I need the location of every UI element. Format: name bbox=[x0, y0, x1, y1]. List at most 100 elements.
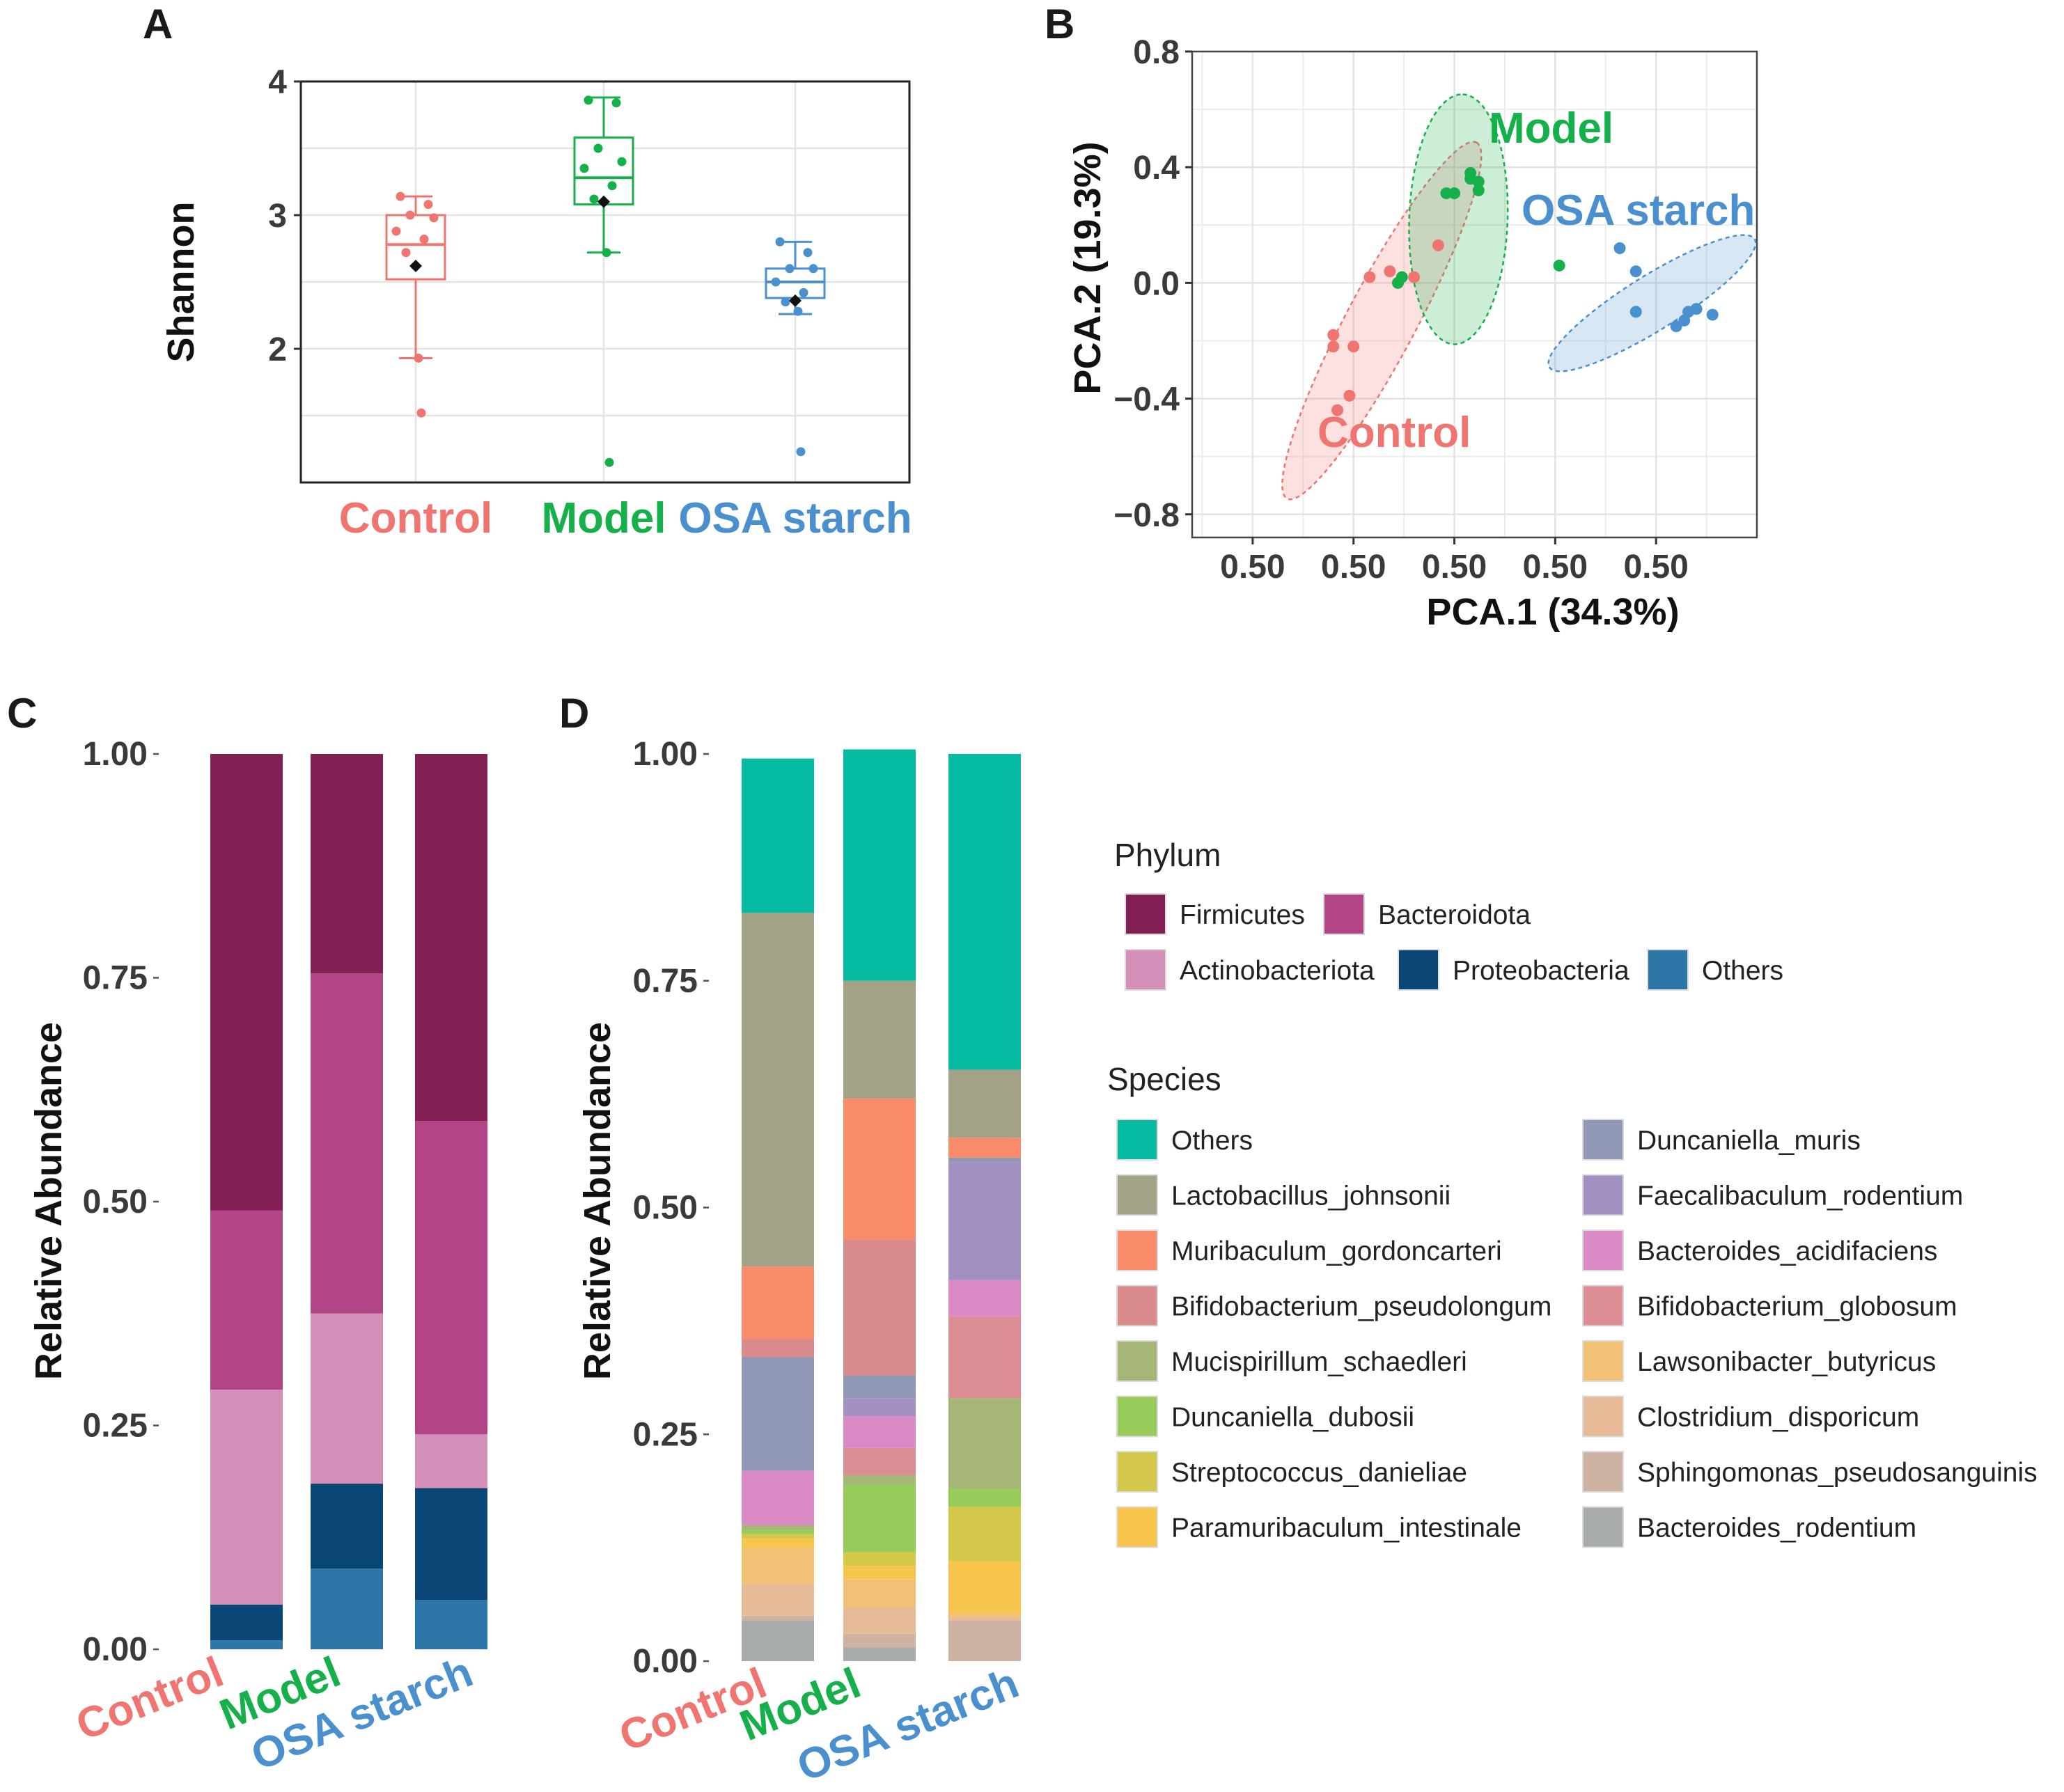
plot-frame bbox=[299, 80, 911, 484]
legend-item-paramuribaculum-intestinale: Paramuribaculum_intestinale bbox=[1116, 1506, 1522, 1548]
segment-proteobacteria bbox=[210, 1604, 283, 1641]
segment-lawsonibacter-butyricus bbox=[843, 1579, 916, 1607]
legend-swatch bbox=[1116, 1451, 1158, 1493]
panel-a: A 2 3 4 Shannon Control Model OSA starch bbox=[143, 1, 912, 542]
point-model bbox=[1440, 187, 1453, 200]
phylum-legend: Phylum Firmicutes BacteroidotaActinobacter… bbox=[1114, 837, 1783, 991]
point-osa-starch bbox=[1629, 306, 1642, 318]
segment-bacteroides-rodentium bbox=[742, 1620, 814, 1661]
segment-sphingomonas-pseudosanguinis bbox=[948, 1620, 1021, 1661]
segment-clostridium-disporicum bbox=[948, 1617, 1021, 1621]
legend-swatch bbox=[1582, 1284, 1624, 1327]
legend-item-bifidobacterium-pseudolongum: Bifidobacterium_pseudolongum bbox=[1116, 1284, 1551, 1327]
bar-control bbox=[210, 754, 283, 1649]
legend-label: Faecalibaculum_rodentium bbox=[1637, 1181, 1963, 1211]
data-point bbox=[803, 248, 813, 258]
legend-label: Proteobacteria bbox=[1453, 956, 1629, 986]
point-model bbox=[1464, 173, 1477, 185]
segment-duncaniella-muris bbox=[843, 1375, 916, 1399]
legend-swatch bbox=[1116, 1119, 1158, 1161]
segment-paramuribaculum-intestinale bbox=[948, 1561, 1021, 1613]
legend-label: Bacteroidota bbox=[1378, 900, 1531, 930]
legend-label: Sphingomonas_pseudosanguinis bbox=[1637, 1458, 2038, 1488]
panel-letter-a: A bbox=[143, 1, 173, 47]
segment-duncaniella-dubosii bbox=[843, 1484, 916, 1553]
segment-others bbox=[415, 1600, 487, 1649]
segment-faecalibaculum-rodentium bbox=[843, 1398, 916, 1417]
segment-bifidobacterium-pseudolongum bbox=[742, 1339, 814, 1358]
x-tick-label: 0.50 bbox=[1422, 549, 1487, 585]
segment-others bbox=[742, 758, 814, 913]
segment-paramuribaculum-intestinale bbox=[843, 1566, 916, 1580]
segment-duncaniella-muris bbox=[742, 1357, 814, 1471]
data-point bbox=[416, 408, 426, 418]
legend-label: Bacteroides_acidifaciens bbox=[1637, 1236, 1937, 1266]
point-control bbox=[1432, 239, 1444, 251]
bar-model bbox=[843, 749, 916, 1661]
legend-swatch bbox=[1647, 949, 1689, 991]
legend-label: Firmicutes bbox=[1180, 900, 1305, 930]
y-tick-label: 3 bbox=[268, 198, 287, 235]
x-tick-label: 0.50 bbox=[1220, 549, 1285, 585]
y-tick-label: −0.8 bbox=[1113, 497, 1180, 534]
data-point bbox=[604, 457, 614, 467]
segment-streptococcus-danieliae bbox=[843, 1552, 916, 1566]
segment-lawsonibacter-butyricus bbox=[948, 1612, 1021, 1618]
legend-swatch bbox=[1116, 1340, 1158, 1382]
segment-firmicutes bbox=[311, 754, 383, 974]
segment-actinobacteriota bbox=[311, 1313, 383, 1484]
y-tick-label: 0.50 bbox=[633, 1190, 698, 1227]
segment-bacteroidota bbox=[210, 1210, 283, 1390]
data-point bbox=[602, 248, 611, 258]
data-point bbox=[793, 306, 803, 316]
segment-bifidobacterium-globosum bbox=[843, 1447, 916, 1475]
data-point bbox=[611, 98, 621, 108]
segment-mucispirillum-schaedleri bbox=[742, 1525, 814, 1530]
y-tick-label: 1.00 bbox=[83, 736, 148, 773]
point-control bbox=[1408, 271, 1421, 283]
segment-sphingomonas-pseudosanguinis bbox=[843, 1633, 916, 1648]
group-label-osa-starch: OSA starch bbox=[1522, 187, 1755, 235]
legend-label: Duncaniella_dubosii bbox=[1171, 1403, 1414, 1433]
data-point bbox=[775, 237, 785, 246]
segment-bifidobacterium-pseudolongum bbox=[843, 1239, 916, 1376]
segment-clostridium-disporicum bbox=[742, 1584, 814, 1616]
legend-label: Muribaculum_gordoncarteri bbox=[1171, 1236, 1502, 1266]
data-point bbox=[771, 277, 781, 287]
legend-swatch bbox=[1582, 1229, 1624, 1271]
y-tick-label: 0.75 bbox=[633, 963, 698, 1000]
segment-proteobacteria bbox=[311, 1484, 383, 1569]
data-point bbox=[593, 143, 603, 153]
data-point bbox=[589, 194, 599, 204]
legend-label: Bacteroides_rodentium bbox=[1637, 1514, 1916, 1543]
legend-label: Bifidobacterium_globosum bbox=[1637, 1292, 1957, 1322]
segment-duncaniella-muris bbox=[948, 1157, 1021, 1163]
data-point bbox=[401, 248, 411, 258]
legend-label: Lactobacillus_johnsonii bbox=[1171, 1181, 1451, 1211]
legend-swatch bbox=[1582, 1451, 1624, 1493]
legend-item-firmicutes: Firmicutes bbox=[1125, 893, 1305, 935]
segment-firmicutes bbox=[415, 754, 487, 1122]
point-control bbox=[1327, 340, 1340, 353]
legend-item-mucispirillum-schaedleri: Mucispirillum_schaedleri bbox=[1116, 1340, 1467, 1382]
x-tick-label: 0.50 bbox=[1623, 549, 1688, 585]
legend-swatch bbox=[1125, 893, 1166, 935]
data-point bbox=[607, 181, 617, 191]
panel-letter-c: C bbox=[7, 690, 37, 737]
legend-label: Bifidobacterium_pseudolongum bbox=[1171, 1292, 1551, 1322]
segment-muribaculum-gordoncarteri bbox=[843, 1099, 916, 1240]
species-legend: Species Others Lactobacillus_johnsonii Muri… bbox=[1107, 1061, 2038, 1548]
data-point bbox=[785, 264, 795, 274]
segment-duncaniella-dubosii bbox=[948, 1488, 1021, 1507]
plot-frame bbox=[1191, 50, 1758, 539]
point-osa-starch bbox=[1629, 265, 1642, 278]
legend-item-clostridium-disporicum: Clostridium_disporicum bbox=[1582, 1395, 1919, 1438]
point-osa-starch bbox=[1706, 308, 1719, 321]
segment-bacteroides-acidifaciens bbox=[843, 1416, 916, 1448]
segment-bacteroides-rodentium bbox=[843, 1647, 916, 1661]
legend-item-duncaniella-dubosii: Duncaniella_dubosii bbox=[1116, 1395, 1414, 1438]
y-axis-title: Relative Abundance bbox=[577, 1022, 618, 1380]
segment-streptococcus-danieliae bbox=[742, 1534, 814, 1539]
legend-item-others: Others bbox=[1116, 1119, 1253, 1161]
